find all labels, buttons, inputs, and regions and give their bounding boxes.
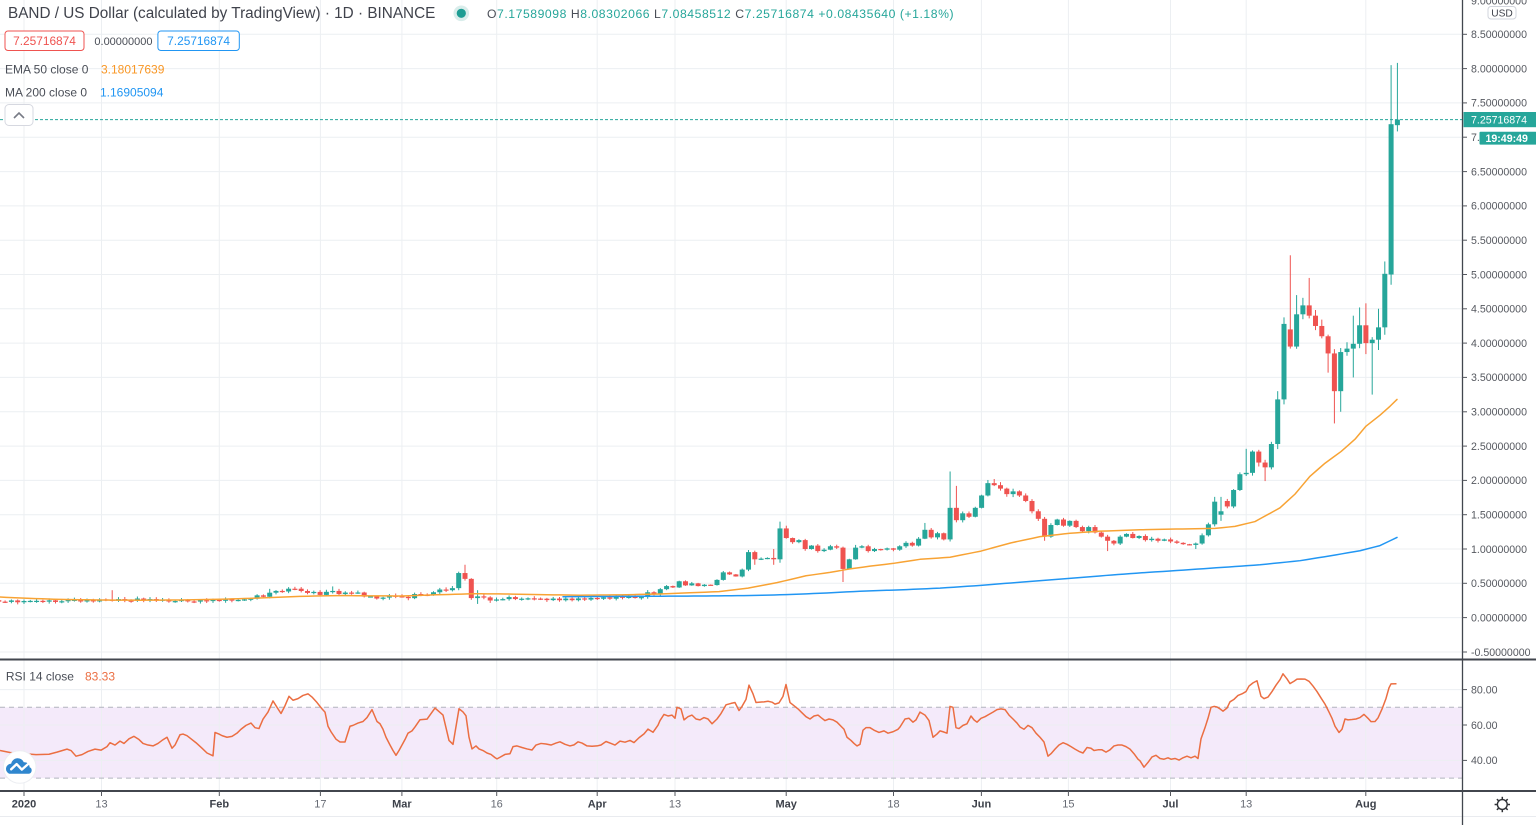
- svg-text:3.18017639: 3.18017639: [101, 62, 165, 76]
- svg-text:5.00000000: 5.00000000: [1471, 269, 1527, 281]
- svg-text:60.00: 60.00: [1471, 720, 1498, 732]
- svg-text:13: 13: [669, 799, 681, 811]
- svg-text:2.00000000: 2.00000000: [1471, 475, 1527, 487]
- svg-text:7.25716874: 7.25716874: [1471, 115, 1527, 127]
- svg-text:4.50000000: 4.50000000: [1471, 304, 1527, 316]
- svg-text:6.00000000: 6.00000000: [1471, 201, 1527, 213]
- svg-text:80.00: 80.00: [1471, 684, 1498, 696]
- svg-text:2.50000000: 2.50000000: [1471, 441, 1527, 453]
- svg-text:17: 17: [314, 799, 326, 811]
- svg-text:May: May: [775, 799, 797, 811]
- svg-text:8.50000000: 8.50000000: [1471, 29, 1527, 41]
- svg-text:Jul: Jul: [1163, 799, 1179, 811]
- svg-text:0.50000000: 0.50000000: [1471, 578, 1527, 590]
- svg-text:2020: 2020: [12, 799, 36, 811]
- svg-text:EMA 50 close 0: EMA 50 close 0: [5, 62, 89, 76]
- svg-text:BAND / US Dollar (calculated b: BAND / US Dollar (calculated by TradingV…: [8, 5, 435, 22]
- svg-text:7.25716874: 7.25716874: [167, 34, 230, 48]
- svg-text:0.00000000: 0.00000000: [94, 36, 152, 48]
- svg-text:13: 13: [95, 799, 107, 811]
- svg-text:1.50000000: 1.50000000: [1471, 510, 1527, 522]
- svg-text:RSI 14 close: RSI 14 close: [6, 669, 74, 683]
- svg-text:3.50000000: 3.50000000: [1471, 372, 1527, 384]
- svg-text:40.00: 40.00: [1471, 755, 1498, 767]
- svg-text:4.00000000: 4.00000000: [1471, 338, 1527, 350]
- svg-text:18: 18: [887, 799, 899, 811]
- svg-text:Apr: Apr: [588, 799, 608, 811]
- svg-text:USD: USD: [1491, 8, 1513, 19]
- svg-text:1.00000000: 1.00000000: [1471, 544, 1527, 556]
- svg-text:Aug: Aug: [1355, 799, 1376, 811]
- svg-text:16: 16: [491, 799, 503, 811]
- svg-text:Feb: Feb: [210, 799, 230, 811]
- svg-text:6.50000000: 6.50000000: [1471, 166, 1527, 178]
- svg-text:5.50000000: 5.50000000: [1471, 235, 1527, 247]
- svg-text:8.00000000: 8.00000000: [1471, 63, 1527, 75]
- svg-text:O7.17589098 H8.08302066 L7.084: O7.17589098 H8.08302066 L7.08458512 C7.2…: [487, 7, 954, 21]
- svg-text:83.33: 83.33: [85, 669, 115, 683]
- svg-text:0.00000000: 0.00000000: [1471, 612, 1527, 624]
- svg-text:7.25716874: 7.25716874: [13, 34, 76, 48]
- svg-text:-0.50000000: -0.50000000: [1471, 647, 1531, 659]
- svg-text:Mar: Mar: [392, 799, 412, 811]
- svg-text:19:49:49: 19:49:49: [1486, 133, 1529, 145]
- svg-text:MA 200 close 0: MA 200 close 0: [5, 85, 87, 99]
- svg-text:13: 13: [1240, 799, 1252, 811]
- svg-text:3.00000000: 3.00000000: [1471, 407, 1527, 419]
- svg-text:Jun: Jun: [972, 799, 992, 811]
- svg-text:15: 15: [1062, 799, 1074, 811]
- svg-text:1.16905094: 1.16905094: [100, 85, 164, 99]
- svg-text:7.50000000: 7.50000000: [1471, 98, 1527, 110]
